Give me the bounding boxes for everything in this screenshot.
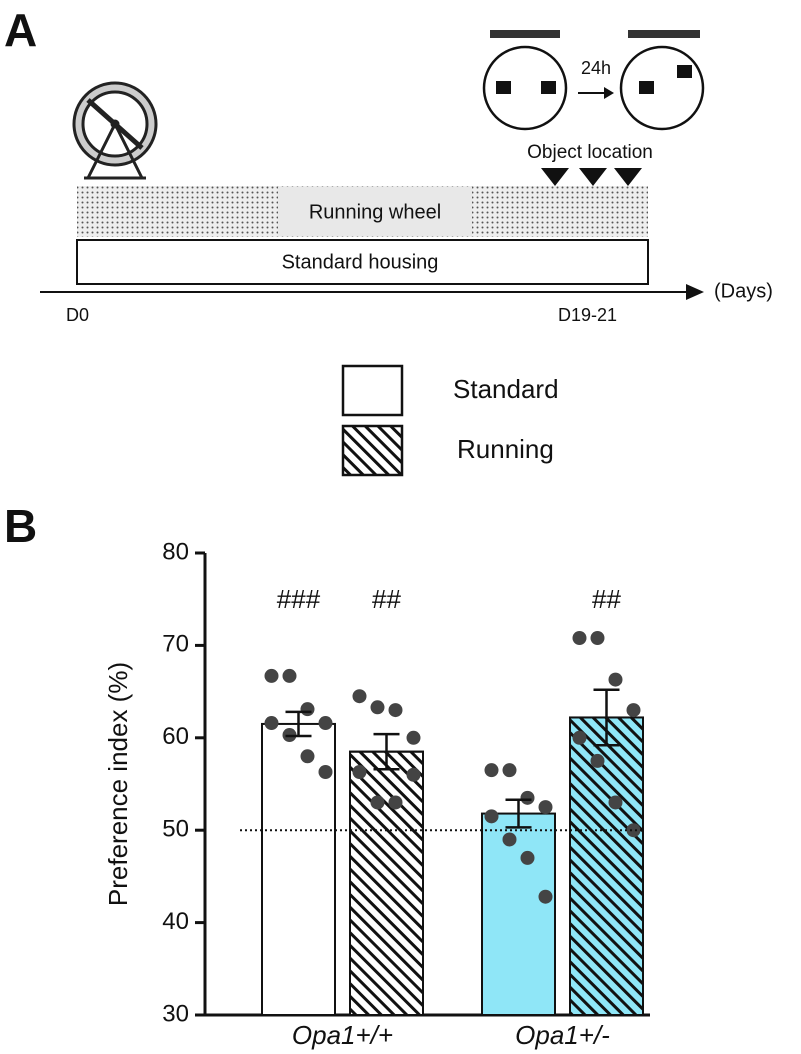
data-point — [264, 668, 279, 683]
legend-swatch — [341, 424, 404, 477]
data-point — [370, 700, 385, 715]
data-point — [484, 809, 499, 824]
data-point — [282, 668, 297, 683]
data-point — [608, 672, 623, 687]
error-bar — [505, 798, 532, 829]
y-tick-label: 40 — [162, 908, 189, 935]
test-label: Object location — [527, 142, 653, 163]
data-point — [352, 764, 367, 779]
data-point — [318, 716, 333, 731]
data-point — [572, 730, 587, 745]
data-point — [590, 631, 605, 646]
data-point — [406, 767, 421, 782]
bar — [481, 812, 556, 1016]
data-point — [608, 795, 623, 810]
y-tick-label: 30 — [162, 1000, 189, 1027]
y-tick-label: 60 — [162, 723, 189, 750]
data-point — [264, 716, 279, 731]
data-point — [538, 889, 553, 904]
y-tick-label: 70 — [162, 631, 189, 658]
axis-unit: (Days) — [714, 280, 773, 302]
data-point — [388, 795, 403, 810]
interval-label: 24h — [581, 58, 611, 78]
bar-hatch — [349, 750, 424, 1016]
data-point — [300, 749, 315, 764]
panel-label: B — [4, 500, 37, 552]
legend-swatch — [341, 364, 404, 417]
legend-label: Standard — [453, 374, 559, 404]
data-point — [370, 795, 385, 810]
standard-housing-label: Standard housing — [282, 251, 439, 273]
arena-icons — [482, 30, 705, 186]
data-point — [484, 763, 499, 778]
y-tick-label: 50 — [162, 816, 189, 843]
wheel-icon — [72, 81, 158, 180]
y-tick-label: 80 — [162, 538, 189, 565]
data-point — [626, 823, 641, 838]
y-axis-label: Preference index (%) — [103, 662, 133, 906]
data-point — [520, 850, 535, 865]
start-label: D0 — [66, 305, 89, 325]
standard-housing-box — [76, 239, 649, 285]
data-point — [502, 763, 517, 778]
end-label: D19-21 — [558, 305, 617, 325]
data-point — [538, 800, 553, 815]
data-point — [352, 689, 367, 704]
data-point — [318, 764, 333, 779]
data-point — [590, 753, 605, 768]
data-point — [388, 703, 403, 718]
error-bar — [593, 688, 620, 747]
legend-label: Running — [457, 434, 554, 464]
x-tick-label: Opa1+/- — [515, 1020, 610, 1050]
running-wheel-label: Running wheel — [309, 201, 441, 223]
significance-label: ## — [592, 584, 621, 614]
data-point — [300, 702, 315, 717]
error-bar — [373, 732, 400, 771]
panel-label: A — [4, 4, 37, 56]
significance-label: ### — [277, 584, 321, 614]
data-point — [520, 790, 535, 805]
error-bar — [285, 710, 312, 738]
running-label-bg — [278, 187, 472, 236]
arrow-head — [686, 284, 704, 300]
x-tick-label: Opa1+/+ — [292, 1020, 393, 1050]
significance-label: ## — [372, 584, 401, 614]
bar-hatch — [569, 716, 644, 1016]
data-point — [626, 703, 641, 718]
data-point — [406, 730, 421, 745]
data-point — [572, 631, 587, 646]
data-point — [502, 832, 517, 847]
